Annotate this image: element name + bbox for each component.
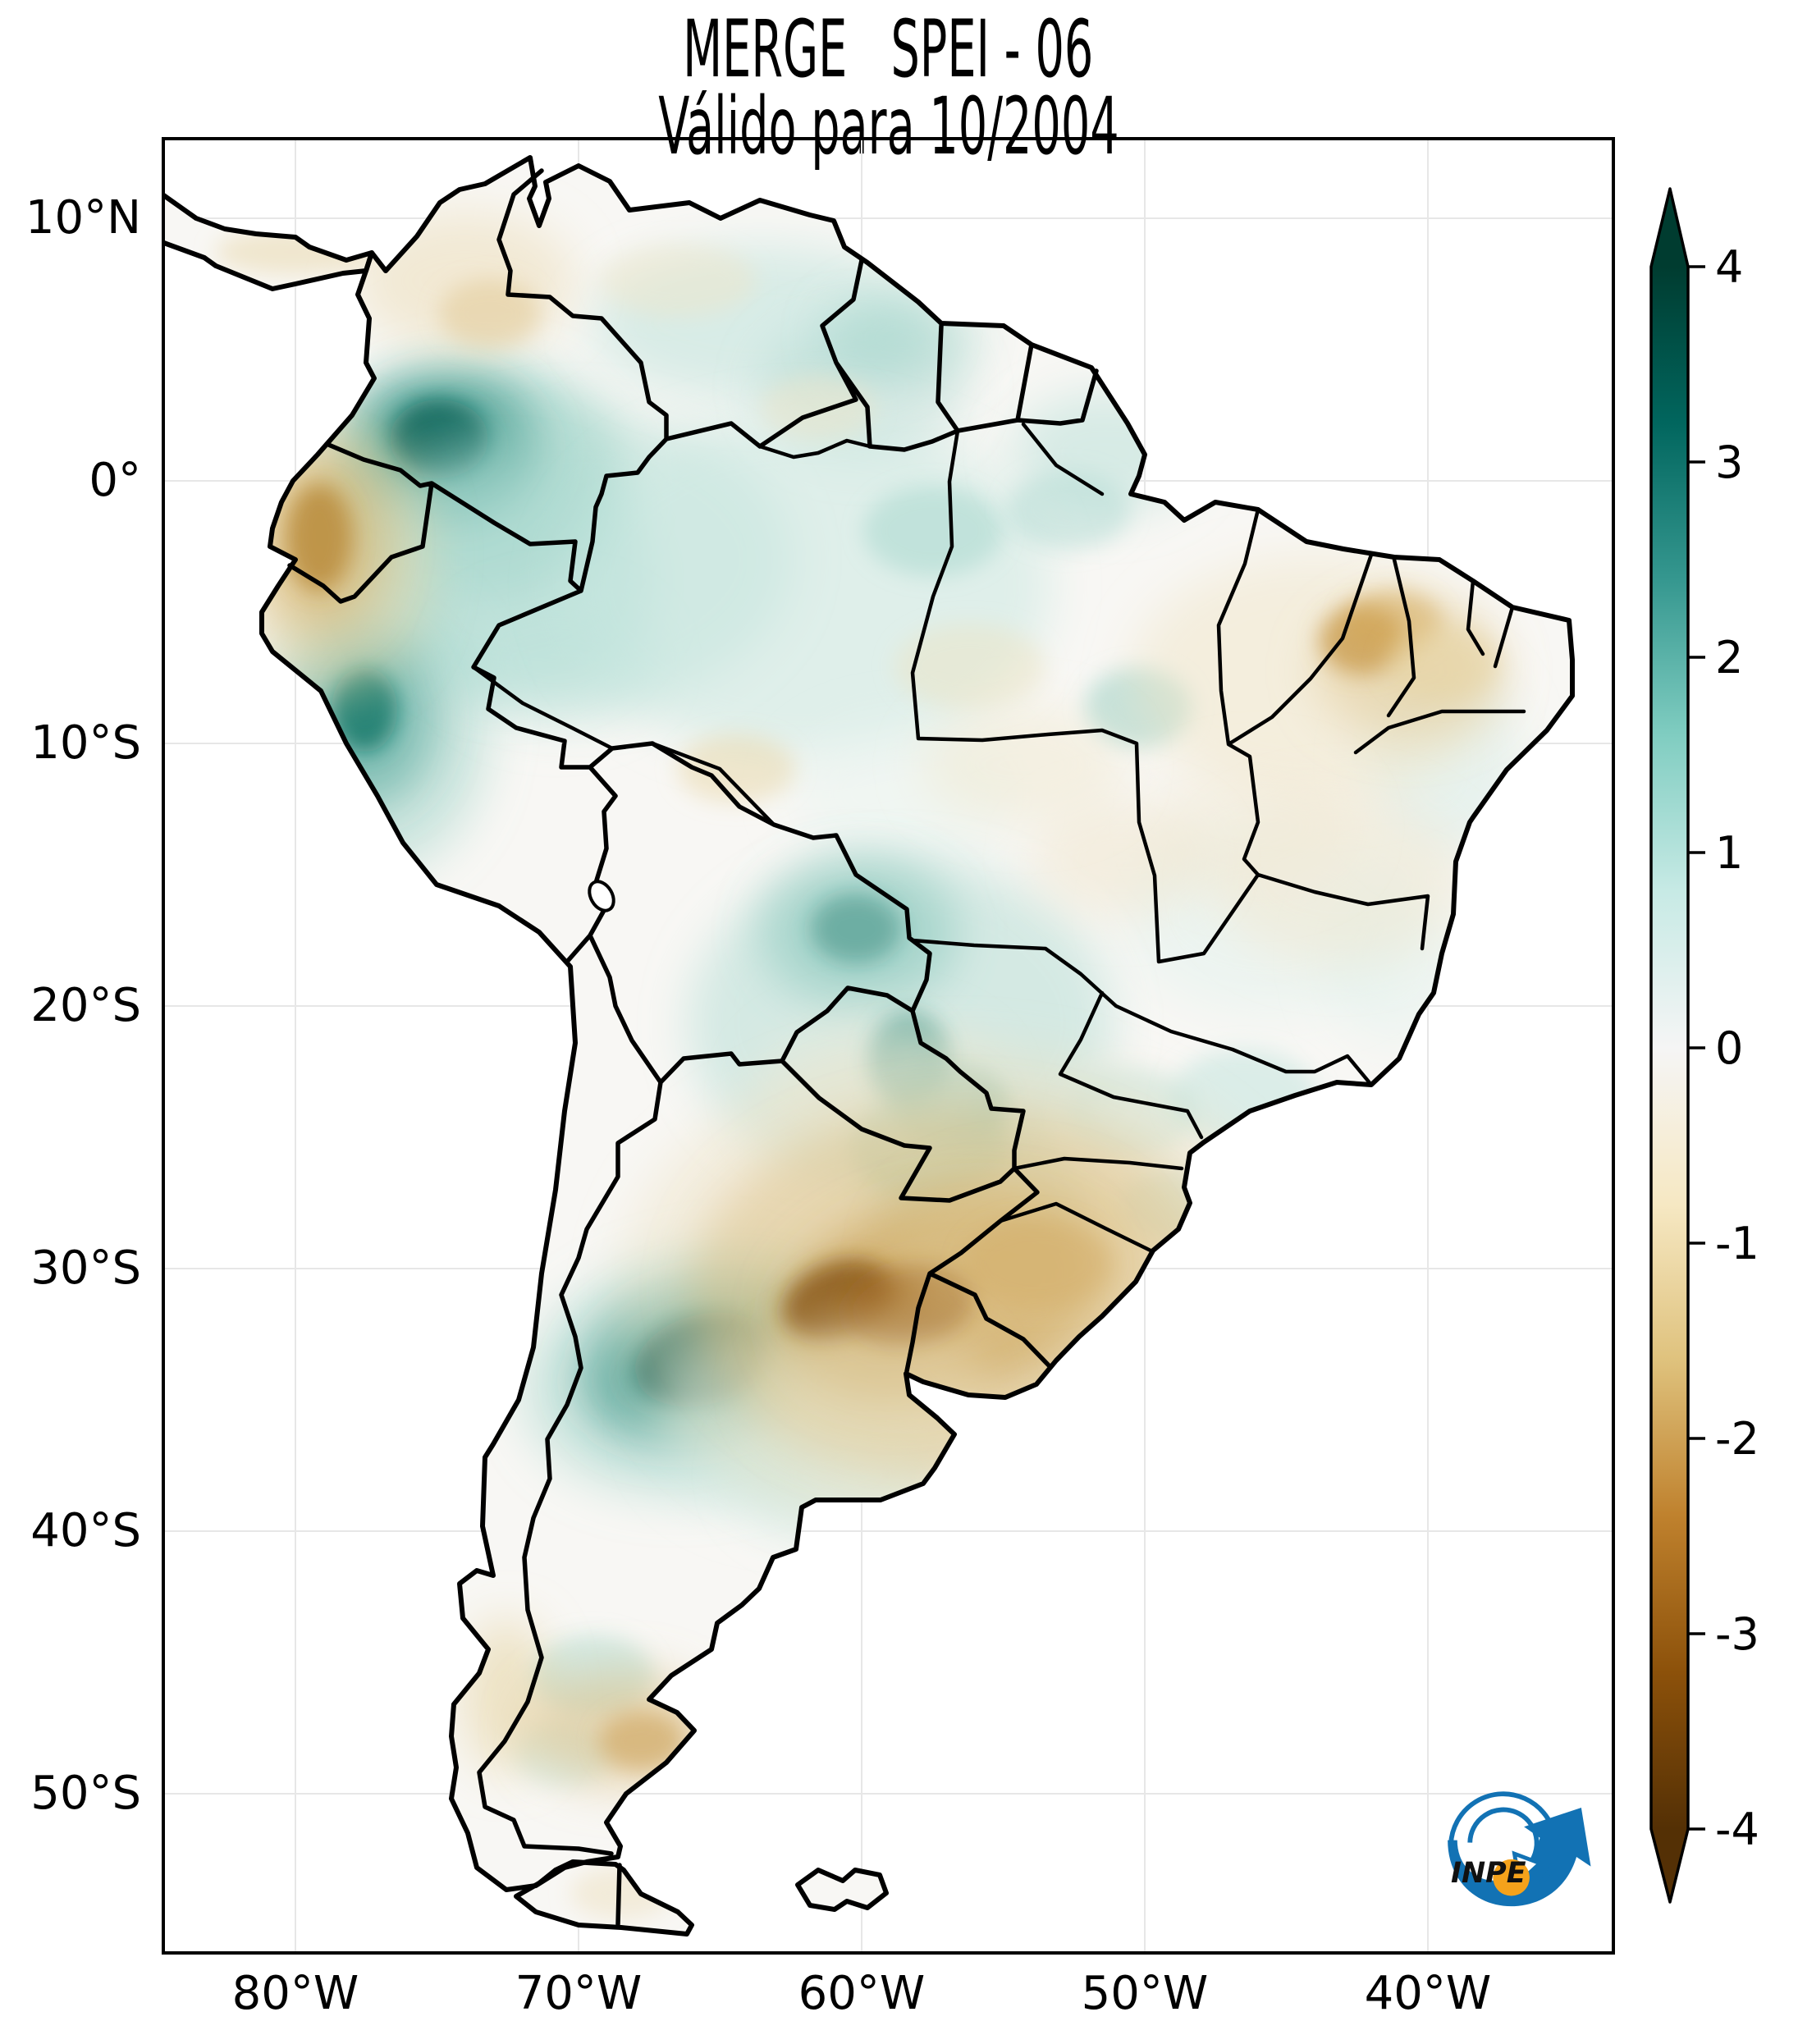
inpe-logo-outer-arc bbox=[1448, 1791, 1558, 1886]
cb-tick-4: 4 bbox=[1715, 241, 1743, 293]
figure-title-line1-text: MERGE SPEI - 06 bbox=[683, 3, 1094, 95]
colorbar-arrow-top bbox=[1651, 189, 1688, 267]
lon-tick-70w: 70°W bbox=[515, 1967, 643, 2020]
cb-tick-m4: -4 bbox=[1715, 1804, 1759, 1855]
lake-titicaca bbox=[588, 880, 615, 912]
lon-tick-50w: 50°W bbox=[1081, 1967, 1209, 2020]
colorbar-arrow-bottom bbox=[1651, 1829, 1688, 1902]
cb-tick-m2: -2 bbox=[1715, 1413, 1759, 1465]
colorbar: 4 3 2 1 0 -1 -2 -3 -4 bbox=[1649, 187, 1759, 1904]
lat-tick-10s: 10°S bbox=[30, 716, 141, 770]
cb-tick-m1: -1 bbox=[1715, 1218, 1759, 1269]
lat-tick-30s: 30°S bbox=[30, 1241, 141, 1295]
cb-tick-3: 3 bbox=[1715, 437, 1743, 488]
lon-tick-40w: 40°W bbox=[1364, 1967, 1492, 2020]
figure-title-line2: Válido para 10/2004 bbox=[162, 85, 1615, 167]
inpe-logo-text: INPE bbox=[1451, 1857, 1526, 1890]
figure-title-line2-text: Válido para 10/2004 bbox=[657, 80, 1119, 172]
lon-tick-80w: 80°W bbox=[231, 1967, 359, 2020]
lat-tick-10n: 10°N bbox=[25, 191, 141, 245]
lat-tick-50s: 50°S bbox=[30, 1767, 141, 1820]
cb-tick-1: 1 bbox=[1715, 827, 1743, 879]
map-frame bbox=[162, 137, 1615, 1955]
colorbar-tick-marks bbox=[1688, 265, 1705, 1831]
figure-title-line1: MERGE SPEI - 06 bbox=[162, 8, 1615, 90]
country-borders-path bbox=[287, 168, 1099, 1927]
lat-tick-40s: 40°S bbox=[30, 1504, 141, 1557]
inpe-logo: INPE bbox=[1448, 1791, 1591, 1907]
cb-tick-2: 2 bbox=[1715, 632, 1743, 684]
colorbar-gradient bbox=[1651, 267, 1688, 1829]
cb-tick-0: 0 bbox=[1715, 1022, 1743, 1074]
lat-tick-20s: 20°S bbox=[30, 979, 141, 1032]
lon-tick-60w: 60°W bbox=[798, 1967, 926, 2020]
cb-tick-m3: -3 bbox=[1715, 1608, 1759, 1660]
lat-tick-0: 0° bbox=[89, 454, 141, 507]
inpe-logo-inner-arc bbox=[1467, 1807, 1540, 1868]
state-borders-path bbox=[471, 422, 1526, 1253]
inpe-logo-orange-dot bbox=[1493, 1859, 1530, 1896]
south-america-map bbox=[162, 137, 1615, 1955]
